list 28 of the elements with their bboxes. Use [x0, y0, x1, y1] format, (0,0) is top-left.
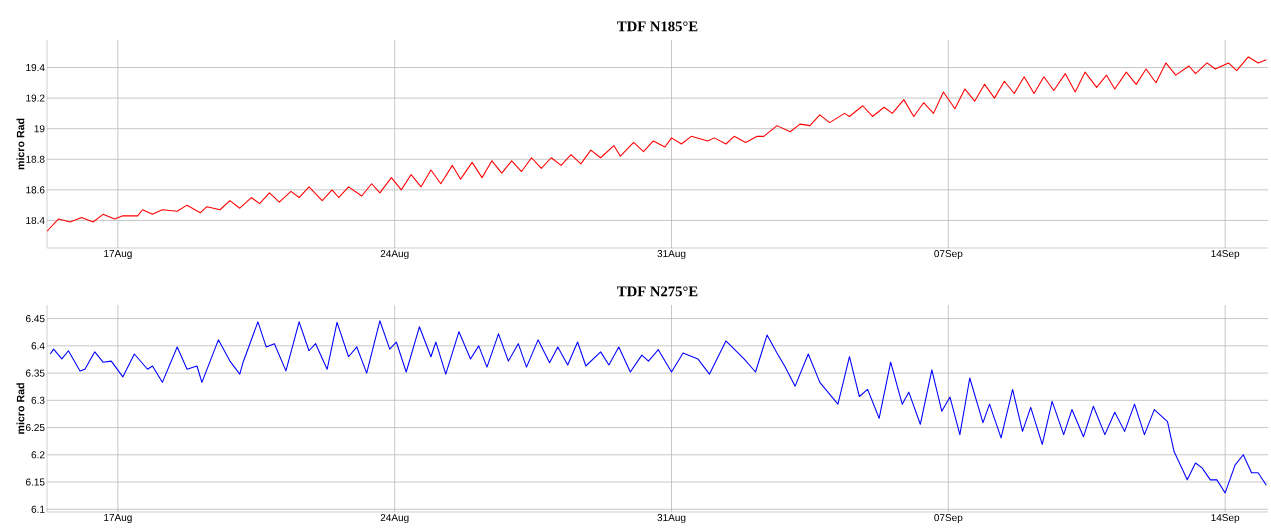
x-tick-label: 07Sep [934, 514, 963, 524]
y-tick-label: 18.4 [26, 217, 45, 225]
y-tick-label: 19 [34, 125, 45, 133]
x-tick-label: 24Aug [380, 514, 409, 524]
y-tick-label: 6.35 [26, 369, 45, 377]
x-tick-label: 14Sep [1211, 250, 1240, 260]
x-tick-label: 17Aug [104, 514, 132, 524]
y-tick-label: 6.1 [31, 505, 45, 514]
y-tick-label: 6.3 [31, 397, 45, 405]
y-tick-label: 18.6 [26, 186, 45, 194]
x-tick-label: 31Aug [657, 514, 686, 524]
y-tick-label: 6.2 [31, 451, 45, 459]
x-tick-label: 17Aug [104, 250, 132, 260]
x-tick-label: 14Sep [1211, 514, 1240, 524]
y-tick-label: 6.4 [31, 342, 45, 350]
x-tick-label: 31Aug [657, 250, 686, 260]
x-tick-label: 24Aug [380, 250, 409, 260]
y-tick-label: 18.8 [26, 155, 45, 164]
y-tick-label: 6.15 [26, 478, 45, 486]
x-tick-label: 07Sep [934, 250, 963, 260]
y-tick-label: 19.2 [26, 94, 45, 102]
chart-title: TDF N185°E [617, 21, 698, 32]
chart-title: TDF N275°E [617, 286, 698, 297]
y-axis-title: micro Rad [16, 383, 25, 435]
y-tick-label: 6.25 [26, 424, 45, 432]
y-tick-label: 6.45 [26, 315, 45, 323]
y-axis-title: micro Rad [16, 118, 25, 170]
y-tick-label: 19.4 [26, 64, 45, 72]
